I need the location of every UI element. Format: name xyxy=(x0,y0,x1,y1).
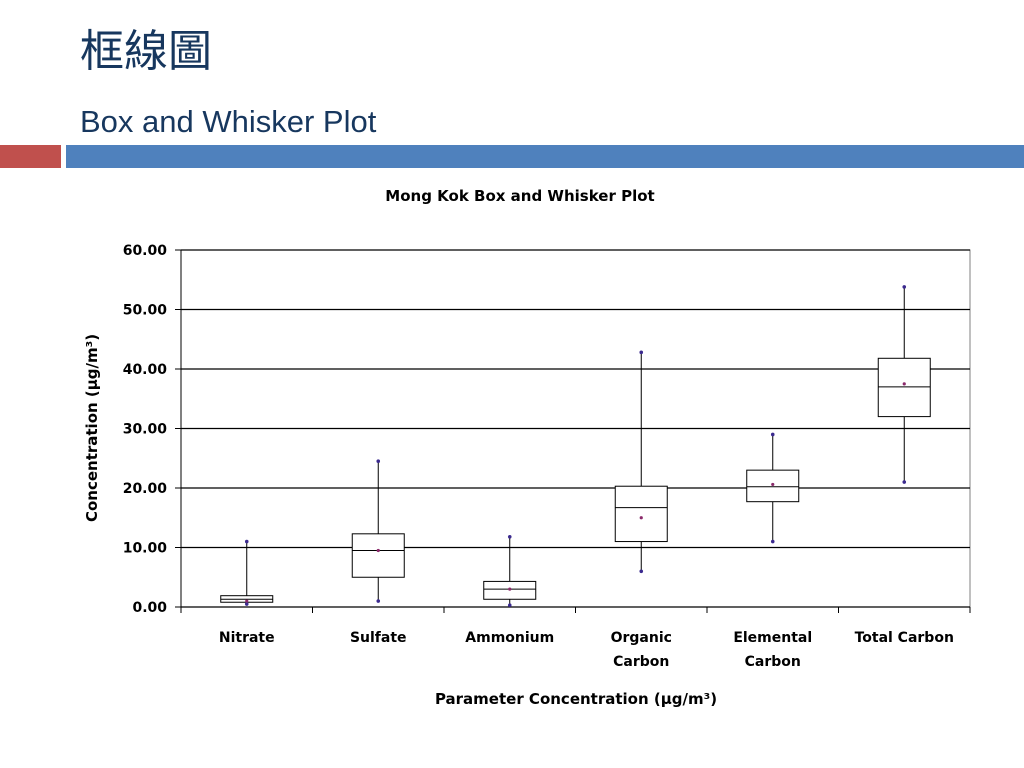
max-point xyxy=(770,432,775,437)
box-3 xyxy=(483,534,537,608)
x-tick-label: Elemental xyxy=(733,630,812,646)
x-tick-label: Carbon xyxy=(613,654,669,670)
x-tick-label: Sulfate xyxy=(350,630,407,646)
max-point xyxy=(507,534,512,539)
x-tick-label: Nitrate xyxy=(219,630,275,646)
y-tick-label: 10.00 xyxy=(123,541,168,557)
max-point xyxy=(244,539,249,544)
max-point xyxy=(639,350,644,355)
box-6 xyxy=(877,285,931,484)
mean-point xyxy=(902,382,906,386)
min-point xyxy=(639,569,644,574)
mean-point xyxy=(245,599,249,603)
box-body xyxy=(877,357,931,418)
y-tick-label: 60.00 xyxy=(123,243,168,259)
y-tick-label: 20.00 xyxy=(123,481,168,497)
box-5 xyxy=(746,432,800,544)
y-tick-label: 40.00 xyxy=(123,362,168,378)
x-tick-label: Ammonium xyxy=(465,630,554,646)
accent-bar-right xyxy=(66,145,1024,168)
max-point xyxy=(376,459,381,464)
chart-title: Mong Kok Box and Whisker Plot xyxy=(385,187,654,205)
mean-point xyxy=(508,587,512,591)
y-axis-title: Concentration (µg/m³) xyxy=(83,334,101,522)
mean-point xyxy=(771,482,775,487)
min-point xyxy=(244,602,249,606)
x-axis-title: Parameter Concentration (µg/m³) xyxy=(435,690,717,708)
min-point xyxy=(770,539,775,544)
slide-title-chinese: 框線圖 xyxy=(80,26,212,77)
slide-title-english: Box and Whisker Plot xyxy=(80,104,377,139)
box-2 xyxy=(351,459,405,603)
x-tick-label: Organic xyxy=(611,630,672,646)
box-body xyxy=(614,485,668,543)
y-tick-label: 50.00 xyxy=(123,303,168,319)
box-body xyxy=(351,533,405,578)
x-tick-label: Total Carbon xyxy=(855,630,954,646)
mean-point xyxy=(639,516,643,520)
min-point xyxy=(902,480,907,484)
box-4 xyxy=(614,350,668,574)
y-tick-label: 0.00 xyxy=(132,600,167,616)
accent-bar-left xyxy=(0,145,61,168)
mean-point xyxy=(376,548,380,553)
x-tick-label: Carbon xyxy=(745,654,801,670)
max-point xyxy=(902,285,907,289)
min-point xyxy=(376,599,381,603)
y-tick-label: 30.00 xyxy=(123,422,168,438)
min-point xyxy=(507,603,512,608)
box-1 xyxy=(220,539,274,606)
